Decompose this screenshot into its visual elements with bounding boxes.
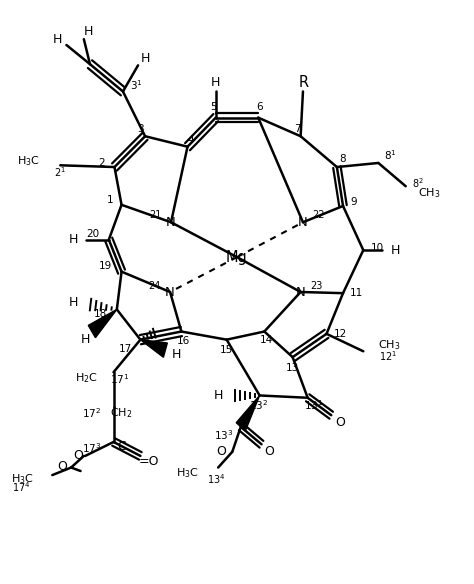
Text: N: N [298,215,308,229]
Polygon shape [88,310,117,338]
Text: H$_2$C: H$_2$C [75,371,98,385]
Text: 17: 17 [119,344,132,354]
Text: 19: 19 [99,261,112,271]
Text: H: H [68,233,78,246]
Text: R: R [299,75,309,91]
Text: 3: 3 [137,124,144,134]
Text: 2: 2 [99,158,105,168]
Text: H: H [53,33,63,46]
Text: O: O [335,416,345,429]
Text: 6: 6 [256,102,263,112]
Text: 24: 24 [148,281,161,291]
Text: C: C [117,440,126,453]
Text: $8^2$: $8^2$ [412,176,424,190]
Text: H: H [211,77,220,89]
Text: H: H [68,296,78,309]
Text: 5: 5 [210,102,217,112]
Text: O: O [216,446,226,458]
Text: O: O [264,446,274,458]
Text: H: H [84,25,93,38]
Text: 23: 23 [310,281,322,291]
Text: 7: 7 [294,124,301,134]
Text: CH$_2$: CH$_2$ [110,406,133,420]
Text: 10: 10 [371,244,384,253]
Text: $13^3$: $13^3$ [214,428,234,442]
Text: N: N [165,286,175,298]
Polygon shape [140,340,167,357]
Text: 16: 16 [177,336,190,346]
Text: 15: 15 [220,345,233,355]
Text: H: H [391,244,400,256]
Text: H$_3$C: H$_3$C [10,472,34,486]
Text: $17^3$: $17^3$ [82,441,101,455]
Text: 4: 4 [188,135,194,145]
Text: H$_3$C: H$_3$C [176,467,199,480]
Text: $2^1$: $2^1$ [54,165,66,179]
Text: 14: 14 [260,335,273,345]
Text: N: N [296,286,305,298]
Text: H: H [140,52,150,65]
Text: $17^4$: $17^4$ [12,481,31,494]
Text: $17^2$: $17^2$ [82,406,101,420]
Text: 8: 8 [340,155,346,165]
Text: CH$_3$: CH$_3$ [378,339,401,352]
Text: CH$_3$: CH$_3$ [419,186,441,200]
Text: 18: 18 [94,309,108,319]
Text: 21: 21 [149,210,162,220]
Text: O: O [58,460,68,473]
Text: $13^1$: $13^1$ [304,398,323,412]
Text: $8^1$: $8^1$ [384,148,397,162]
Text: 20: 20 [86,229,100,239]
Text: 22: 22 [312,210,325,220]
Text: Mg: Mg [226,249,248,265]
Text: H: H [81,333,90,346]
Polygon shape [236,395,260,431]
Text: N: N [166,215,176,229]
Text: 13: 13 [286,363,299,373]
Text: =O: =O [138,455,159,468]
Text: $3^1$: $3^1$ [129,78,142,92]
Text: $13^4$: $13^4$ [207,472,225,486]
Text: 1: 1 [107,195,113,205]
Text: $12^1$: $12^1$ [379,349,397,363]
Text: O: O [73,450,82,463]
Text: 12: 12 [334,329,347,339]
Text: H$_3$C: H$_3$C [17,154,40,168]
Text: 9: 9 [350,197,357,207]
Text: $13^2$: $13^2$ [249,398,268,412]
Text: $17^1$: $17^1$ [109,372,129,386]
Text: H: H [213,389,223,402]
Text: 11: 11 [350,288,364,298]
Text: H: H [172,348,182,361]
